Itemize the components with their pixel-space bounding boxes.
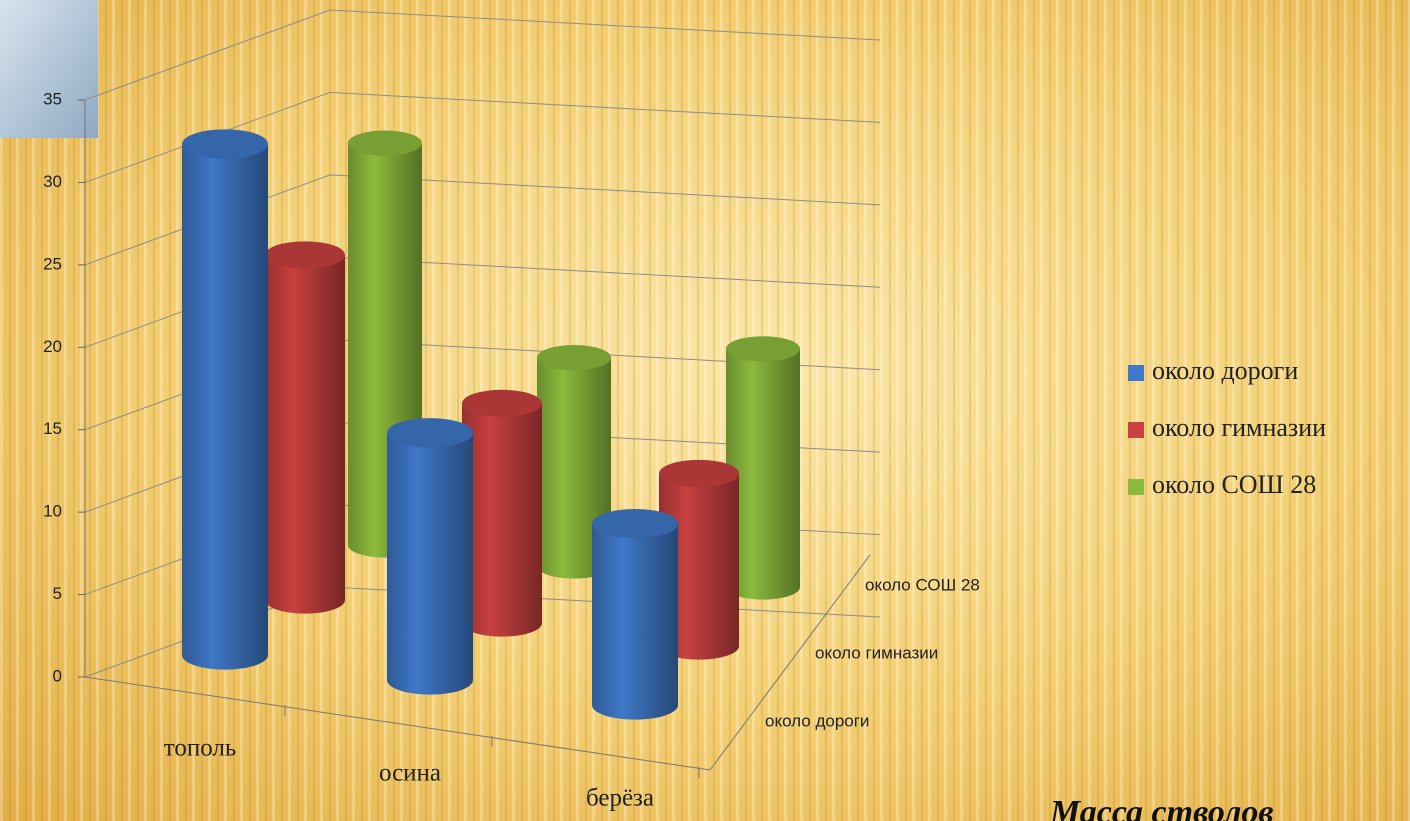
y-tick-label: 0 xyxy=(53,666,62,685)
legend-label: около гимназии xyxy=(1152,413,1326,442)
cylinder-body xyxy=(387,432,473,695)
depth-label: около дороги xyxy=(765,711,869,730)
cylinder-body xyxy=(462,403,542,637)
y-tick-label: 5 xyxy=(53,584,62,603)
cylinder-top xyxy=(537,345,611,371)
x-tick-label: осина xyxy=(379,760,441,787)
legend-swatch xyxy=(1128,479,1144,495)
cylinder xyxy=(659,459,739,660)
cylinder-top xyxy=(182,129,268,159)
y-tick-label: 35 xyxy=(43,89,62,108)
cylinder xyxy=(726,336,800,600)
cylinder-body xyxy=(659,473,739,660)
cylinder-top xyxy=(592,509,678,539)
depth-label: около СОШ 28 xyxy=(865,575,980,594)
floor-edge xyxy=(84,676,711,771)
cylinder-top xyxy=(348,130,422,156)
cylinder-top xyxy=(462,389,542,417)
y-tick-label: 10 xyxy=(43,502,62,521)
cylinder xyxy=(265,241,345,614)
annotation: Масса стволов xyxy=(1049,794,1274,821)
grid-line xyxy=(84,174,881,266)
cylinder xyxy=(182,129,268,670)
cylinder xyxy=(462,389,542,637)
legend-swatch xyxy=(1128,422,1144,438)
photo-thumbnail xyxy=(0,0,98,138)
cylinder-top xyxy=(265,241,345,269)
cylinder-top xyxy=(659,459,739,488)
cylinder-body xyxy=(182,143,268,670)
cylinder xyxy=(592,509,678,720)
floor-edge xyxy=(709,554,871,771)
x-tick-label: тополь xyxy=(164,735,237,762)
cylinder-body xyxy=(726,348,800,600)
y-tick-label: 15 xyxy=(43,419,62,438)
y-tick-label: 20 xyxy=(43,337,62,356)
depth-label: около гимназии xyxy=(815,643,938,662)
cylinder-body xyxy=(592,523,678,720)
y-tick-label: 25 xyxy=(43,254,62,273)
legend-label: около СОШ 28 xyxy=(1152,470,1316,499)
cylinder-top xyxy=(387,418,473,448)
cylinder-body xyxy=(265,254,345,614)
grid-line xyxy=(84,9,881,101)
cylinder-top xyxy=(726,336,800,362)
cylinder xyxy=(387,418,473,695)
grid-line xyxy=(84,91,881,183)
x-tick-label: берёза xyxy=(586,785,654,812)
legend-label: около дороги xyxy=(1152,356,1298,385)
y-tick-label: 30 xyxy=(43,172,62,191)
legend-swatch xyxy=(1128,365,1144,381)
